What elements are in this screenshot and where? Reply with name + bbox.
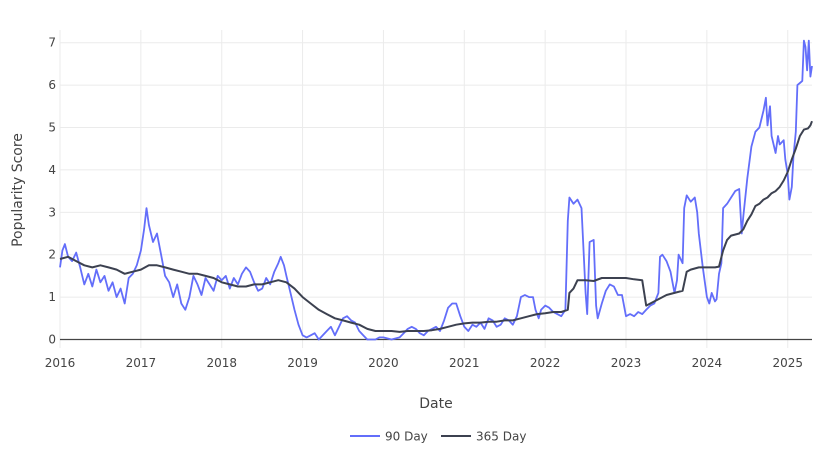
y-tick-label: 3	[48, 205, 56, 219]
y-tick-label: 7	[48, 36, 56, 50]
x-tick-label: 2023	[611, 356, 642, 370]
x-axis-title: Date	[419, 396, 452, 412]
x-tick-label: 2020	[368, 356, 399, 370]
x-tick-label: 2022	[530, 356, 561, 370]
series-layer	[59, 39, 813, 341]
grid-layer	[59, 30, 812, 348]
series-line-365-day	[59, 120, 813, 333]
y-tick-label: 0	[48, 333, 56, 347]
x-tick-label: 2019	[287, 356, 318, 370]
legend-label-90-day: 90 Day	[385, 430, 428, 444]
y-axis-title: Popularity Score	[10, 133, 26, 247]
legend-item-90-day[interactable]: 90 Day	[350, 430, 428, 444]
y-axis-ticks: 0 1 2 3 4 5 6 7	[48, 36, 56, 347]
y-tick-label: 5	[48, 121, 56, 135]
x-tick-label: 2024	[692, 356, 723, 370]
x-tick-label: 2017	[126, 356, 157, 370]
x-tick-label: 2021	[449, 356, 480, 370]
y-tick-label: 6	[48, 78, 56, 92]
x-tick-label: 2016	[45, 356, 76, 370]
y-tick-label: 4	[48, 163, 56, 177]
legend[interactable]: 90 Day 365 Day	[350, 430, 526, 444]
x-tick-label: 2025	[772, 356, 803, 370]
legend-label-365-day: 365 Day	[476, 430, 526, 444]
x-tick-label: 2018	[206, 356, 237, 370]
x-axis-ticks: 2016 2017 2018 2019 2020 2021 2022 2023 2024 2025	[45, 356, 803, 370]
y-tick-label: 2	[48, 248, 56, 262]
y-tick-label: 1	[48, 290, 56, 304]
legend-item-365-day[interactable]: 365 Day	[441, 430, 526, 444]
